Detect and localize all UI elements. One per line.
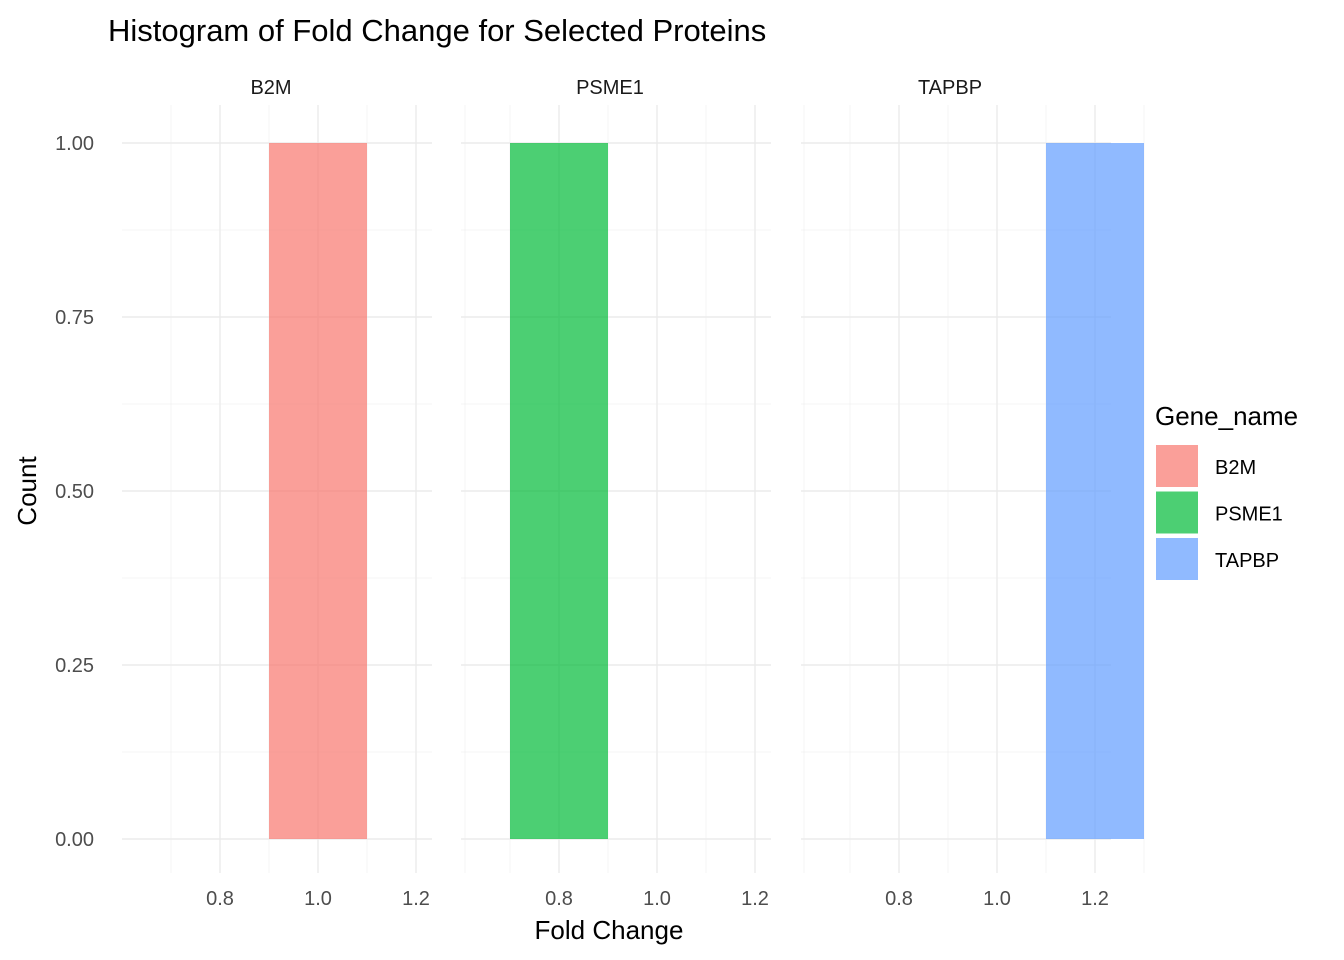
y-axis-title: Count [12,456,42,526]
x-tick-label: 1.0 [983,888,1011,910]
y-tick-label: 0.50 [55,481,94,503]
legend-label: PSME1 [1215,504,1283,526]
x-tick-label: 0.8 [545,888,573,910]
facet-strip-label: TAPBP [918,77,982,99]
y-tick-label: 0.25 [55,655,94,677]
histogram-bar-psme1 [510,143,608,839]
facet-panel-psme1: 0.8 1.0 1.2 PSME1 [461,77,805,910]
x-tick-label: 0.8 [885,888,913,910]
x-tick-label: 1.2 [1081,888,1109,910]
legend-title: Gene_name [1155,401,1298,431]
y-tick-label: 0.00 [55,829,94,851]
facet-strip-label: B2M [250,77,291,99]
legend-label: B2M [1215,457,1256,479]
legend-key-psme1 [1156,491,1198,534]
chart-title: Histogram of Fold Change for Selected Pr… [108,13,766,48]
legend-key-b2m [1156,445,1198,487]
histogram-bar-tapbp [1046,143,1144,839]
facet-strip-label: PSME1 [576,77,644,99]
y-tick-label: 0.75 [55,307,94,329]
facet-panel-b2m: 0.8 1.0 1.2 B2M [122,77,466,910]
x-tick-label: 1.2 [402,888,430,910]
legend-label: TAPBP [1215,550,1279,572]
legend-key-tapbp [1156,538,1198,580]
x-axis-title: Fold Change [535,915,684,945]
x-tick-label: 1.2 [741,888,769,910]
facet-panel-tapbp: 0.8 1.0 1.2 TAPBP [801,77,1145,910]
x-tick-label: 0.8 [206,888,234,910]
x-tick-label: 1.0 [304,888,332,910]
x-tick-label: 1.0 [643,888,671,910]
y-tick-label: 1.00 [55,133,94,155]
legend: Gene_name B2M PSME1 TAPBP [1155,401,1298,580]
histogram-bar-b2m [269,143,367,839]
